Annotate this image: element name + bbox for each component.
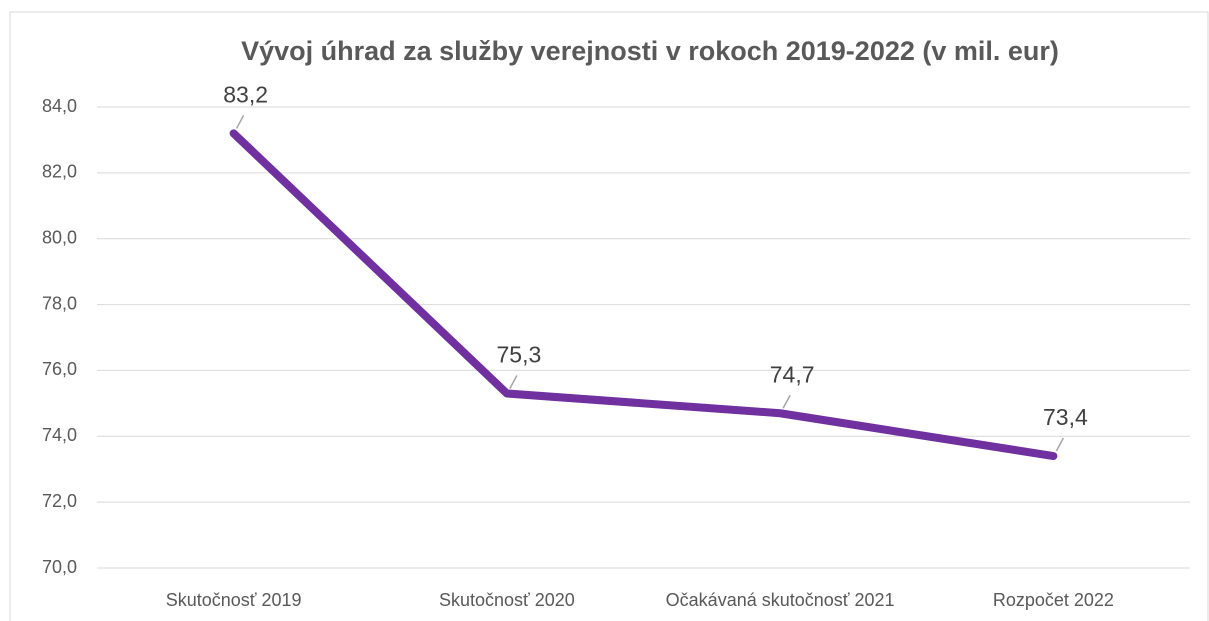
x-tick-label: Očakávaná skutočnosť 2021 xyxy=(666,590,895,610)
y-tick-label: 80,0 xyxy=(42,227,77,247)
chart-title: Vývoj úhrad za služby verejnosti v rokoc… xyxy=(241,36,1059,66)
data-label: 74,7 xyxy=(770,361,815,387)
y-tick-label: 76,0 xyxy=(42,359,77,379)
leader-line xyxy=(235,114,245,129)
leader-line xyxy=(509,375,518,389)
data-label: 83,2 xyxy=(223,81,268,107)
y-tick-label: 82,0 xyxy=(42,162,77,182)
y-tick-label: 84,0 xyxy=(42,96,77,116)
leader-line xyxy=(782,394,791,409)
data-line xyxy=(229,129,1058,461)
leader-line xyxy=(1055,437,1065,452)
x-tick-label: Rozpočet 2022 xyxy=(993,590,1114,610)
y-tick-label: 70,0 xyxy=(42,557,77,577)
data-label: 73,4 xyxy=(1043,404,1088,430)
x-tick-label: Skutočnosť 2019 xyxy=(166,590,302,610)
y-tick-label: 72,0 xyxy=(42,491,77,511)
x-tick-label: Skutočnosť 2020 xyxy=(439,590,575,610)
y-tick-label: 78,0 xyxy=(42,293,77,313)
chart-border xyxy=(9,11,1209,621)
data-label: 75,3 xyxy=(496,342,541,368)
y-tick-label: 74,0 xyxy=(42,425,77,445)
